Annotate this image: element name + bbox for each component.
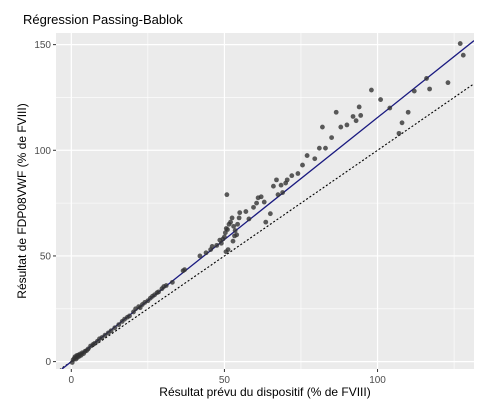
data-point xyxy=(258,194,264,200)
data-point xyxy=(405,109,411,115)
data-point xyxy=(225,247,231,253)
data-point xyxy=(350,114,356,119)
data-point xyxy=(163,283,169,288)
data-point xyxy=(358,113,364,118)
y-tick-label: 50 xyxy=(40,251,52,262)
data-point xyxy=(320,124,325,130)
data-point xyxy=(289,173,295,179)
axis-ticks: 0 50 100 0 50 100 150 xyxy=(34,40,386,386)
data-point xyxy=(387,105,393,111)
data-point xyxy=(304,153,310,158)
data-point xyxy=(280,190,286,195)
data-point xyxy=(261,199,267,205)
data-point xyxy=(229,215,235,221)
data-point xyxy=(284,177,290,183)
y-tick-label: 0 xyxy=(45,357,51,368)
data-point xyxy=(232,233,237,239)
x-axis-label: Résultat prévu du dispositif (% de FVIII… xyxy=(159,385,370,399)
data-point xyxy=(251,204,256,210)
data-point xyxy=(344,122,350,128)
data-point xyxy=(214,242,220,248)
data-points xyxy=(69,41,466,365)
data-point xyxy=(411,88,417,94)
data-point xyxy=(218,240,224,246)
data-point xyxy=(254,200,259,206)
x-tick-label: 100 xyxy=(369,375,386,386)
identity-line xyxy=(59,83,474,369)
data-point xyxy=(427,86,432,92)
data-point xyxy=(169,279,175,285)
data-point xyxy=(230,238,236,244)
y-tick-label: 100 xyxy=(34,146,51,157)
data-point xyxy=(156,289,161,295)
data-point xyxy=(338,124,344,130)
x-tick-label: 0 xyxy=(69,375,75,386)
data-point xyxy=(237,210,243,216)
chart-title: Régression Passing-Bablok xyxy=(23,12,183,27)
y-axis-label: Résultat de FDP08VWF (% de FVIII) xyxy=(15,103,29,298)
data-point xyxy=(243,209,249,214)
data-point xyxy=(356,104,362,110)
data-point xyxy=(209,244,215,249)
data-point xyxy=(228,219,233,225)
data-point xyxy=(112,325,118,331)
data-point xyxy=(231,223,237,229)
data-point xyxy=(274,177,279,183)
data-point xyxy=(457,41,463,46)
data-point xyxy=(278,182,284,188)
data-point xyxy=(263,219,269,225)
data-point xyxy=(316,145,322,151)
data-point xyxy=(108,328,114,334)
data-point xyxy=(246,216,252,222)
data-point xyxy=(445,80,451,86)
data-point xyxy=(333,109,339,115)
data-point xyxy=(312,156,318,162)
data-point xyxy=(378,97,384,102)
data-point xyxy=(353,118,359,124)
data-point xyxy=(116,322,122,328)
data-point xyxy=(232,228,238,233)
data-point xyxy=(399,120,405,126)
data-point xyxy=(275,192,281,198)
data-point xyxy=(224,192,230,198)
data-point xyxy=(235,221,240,227)
grid-lines xyxy=(56,33,474,369)
data-point xyxy=(424,76,429,81)
data-point xyxy=(197,253,203,259)
data-point xyxy=(222,234,227,240)
data-point xyxy=(300,162,305,168)
y-tick-label: 150 xyxy=(34,40,51,51)
data-point xyxy=(203,250,209,256)
data-point xyxy=(102,332,108,338)
data-point xyxy=(267,211,273,217)
data-point xyxy=(369,87,374,93)
data-point xyxy=(271,183,276,189)
data-point xyxy=(329,135,335,141)
data-point xyxy=(182,267,188,273)
data-point xyxy=(460,52,466,58)
data-point xyxy=(295,171,301,176)
data-point xyxy=(236,215,242,221)
data-point xyxy=(127,313,132,319)
x-tick-label: 50 xyxy=(219,375,231,386)
data-point xyxy=(396,130,402,136)
data-point xyxy=(323,145,328,151)
data-point xyxy=(225,227,230,232)
